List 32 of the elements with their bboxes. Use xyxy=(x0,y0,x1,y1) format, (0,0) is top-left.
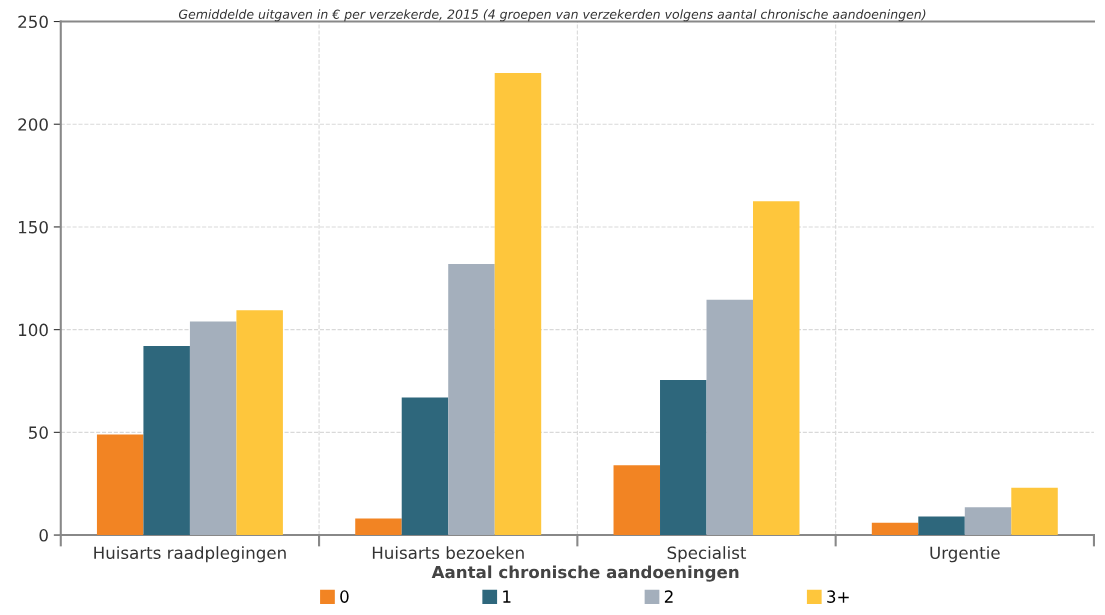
bar xyxy=(96,434,144,536)
chart-title: Gemiddelde uitgaven in € per verzekerde, 2015 (4 groepen van verzekerden volgens aantal chronische aandoeningen) xyxy=(178,9,926,22)
bar xyxy=(1011,487,1058,536)
legend-label: 2 xyxy=(664,590,673,603)
bar xyxy=(401,397,449,536)
bar xyxy=(753,201,800,536)
bar xyxy=(143,346,190,536)
legend-title: Aantal chronische aandoeningen xyxy=(431,565,739,582)
bar xyxy=(448,263,495,536)
bar xyxy=(189,321,237,536)
legend-label: 1 xyxy=(503,590,511,603)
bar xyxy=(236,310,283,536)
y-tick-label: 250 xyxy=(18,15,48,29)
x-tick-label: Huisarts raadplegingen xyxy=(94,546,286,563)
y-tick-label: 0 xyxy=(39,529,48,542)
bar xyxy=(706,299,753,536)
bar xyxy=(494,72,542,536)
x-tick-label: Specialist xyxy=(667,546,747,563)
bar xyxy=(964,507,1012,536)
bar xyxy=(871,522,919,536)
y-tick-label: 100 xyxy=(18,323,48,337)
y-tick-label: 200 xyxy=(18,118,48,131)
bar xyxy=(918,516,965,536)
y-tick-label: 150 xyxy=(18,220,48,234)
bar xyxy=(355,518,402,536)
y-tick-label: 50 xyxy=(29,426,48,439)
x-tick-label: Huisarts bezoeken xyxy=(372,546,524,560)
x-tick-label: Urgentie xyxy=(930,546,1000,563)
legend-label: 0 xyxy=(340,590,349,603)
legend-label: 3+ xyxy=(827,590,849,603)
bar xyxy=(613,465,661,536)
bar xyxy=(660,379,707,536)
